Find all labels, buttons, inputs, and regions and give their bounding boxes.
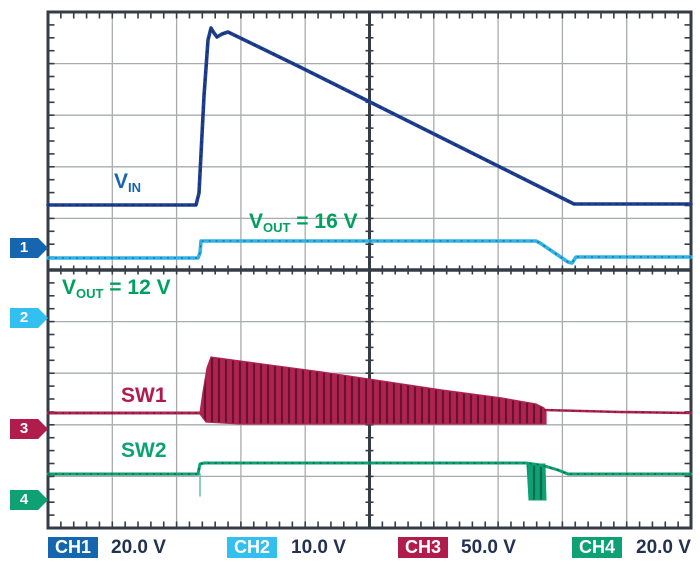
- ch2-scale-value: 10.0 V: [291, 537, 346, 558]
- vin-label: VIN: [114, 170, 141, 195]
- ch4-scale-value: 20.0 V: [636, 537, 691, 558]
- channel-3-marker: 3: [10, 419, 48, 439]
- graticule-border: [46, 10, 693, 530]
- vout16-label-base: V: [249, 210, 264, 233]
- vin-label-sub: IN: [128, 180, 142, 195]
- ch2-badge: CH2: [227, 537, 278, 558]
- graticule-ticks: [49, 13, 690, 527]
- trace-noise-overlay: [48, 462, 691, 475]
- vout16-label-sub: OUT: [263, 220, 291, 235]
- vout12-label-sub: OUT: [76, 286, 104, 301]
- vout12-label-rest: = 12 V: [103, 276, 171, 299]
- ch3-sw1-tail: [542, 408, 693, 415]
- vin-label-base: V: [114, 170, 129, 193]
- trace-noise-overlay: [48, 26, 691, 206]
- vout12-label-base: V: [62, 276, 77, 299]
- sw1-label: SW1: [121, 384, 167, 407]
- channel-2-marker: 2: [10, 308, 48, 328]
- vout16-label-rest: = 16 V: [290, 210, 358, 233]
- vout12-label: VOUT = 12 V: [62, 276, 171, 301]
- vout16-label: VOUT = 16 V: [249, 210, 358, 235]
- ch1-scale-value: 20.0 V: [111, 537, 166, 558]
- ch3-scale-value: 50.0 V: [461, 537, 516, 558]
- channel-4-marker: 4: [10, 490, 48, 510]
- ch3-badge: CH3: [398, 537, 449, 558]
- ch1-vin-trace: [46, 26, 693, 207]
- trace-noise-overlay: [48, 240, 691, 264]
- ch2-vout-trace: [46, 239, 693, 265]
- ch1-badge: CH1: [48, 537, 99, 558]
- ch4-sw2-burst-block: [526, 463, 547, 501]
- ch4-badge: CH4: [572, 537, 623, 558]
- ch3-sw1-burst-block: [199, 356, 547, 425]
- ch4-sw2-trace: [46, 461, 693, 476]
- sw2-label: SW2: [121, 439, 167, 462]
- channel-1-marker: 1: [10, 238, 48, 258]
